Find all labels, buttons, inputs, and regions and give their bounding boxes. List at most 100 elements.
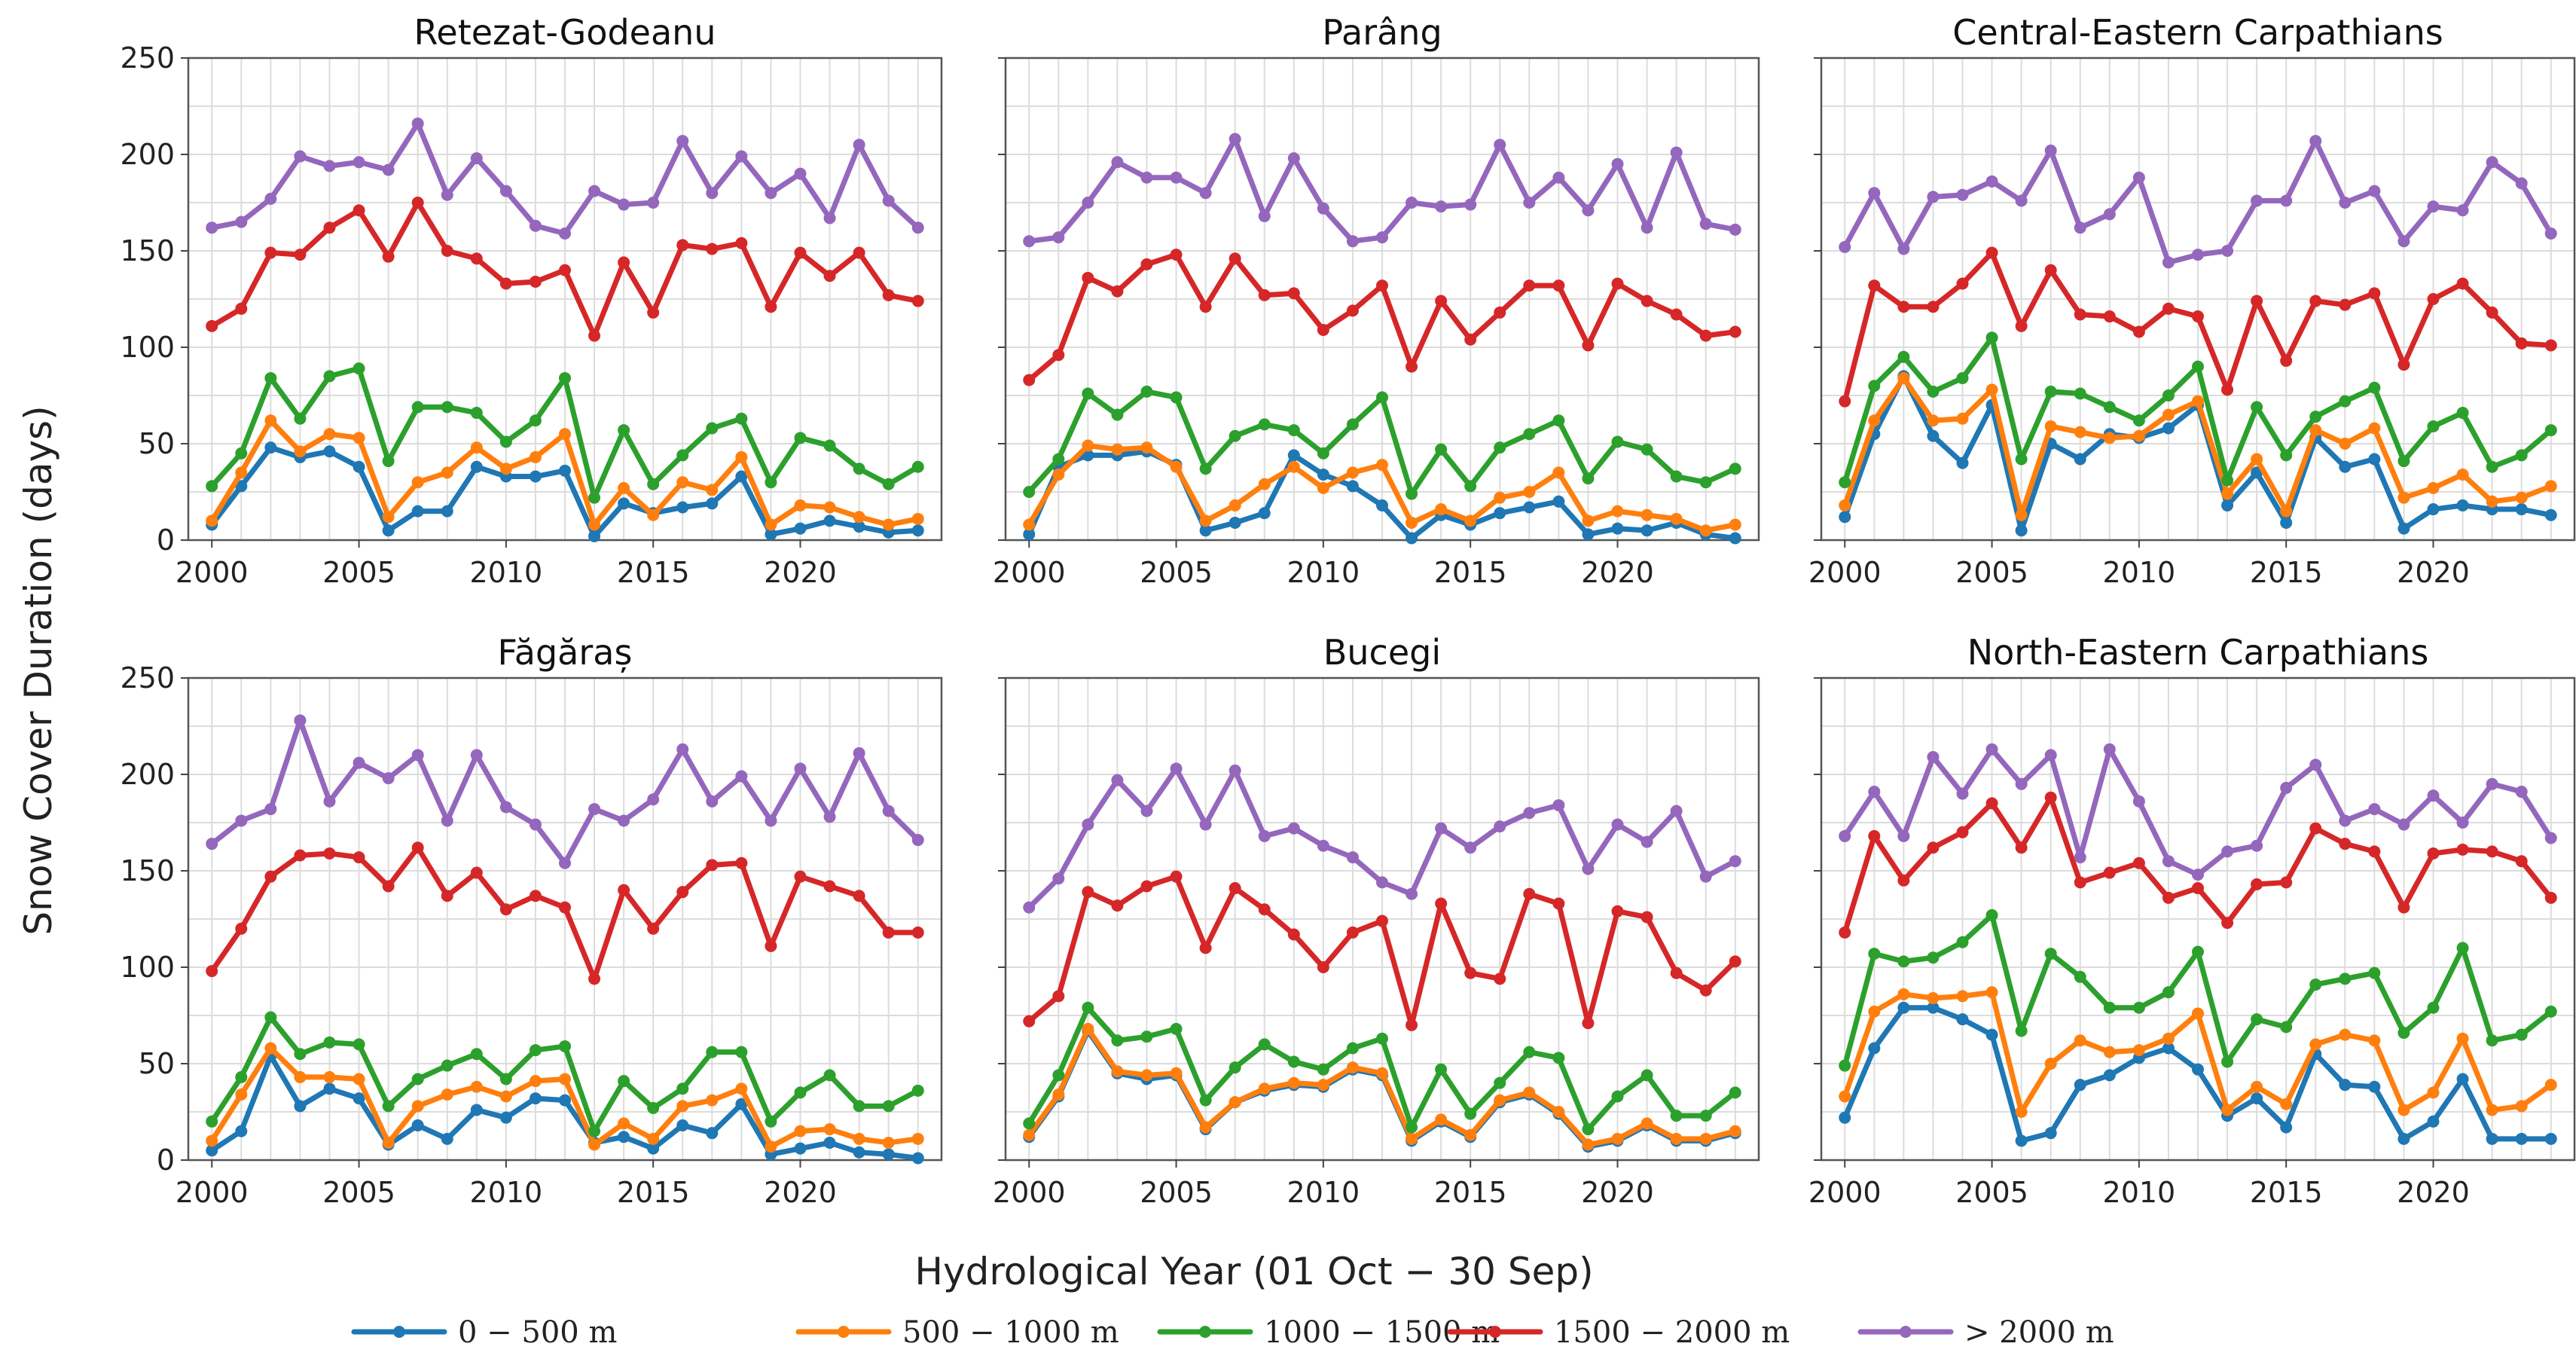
- data-point: [470, 1080, 483, 1093]
- data-point: [1868, 948, 1881, 960]
- data-point: [1228, 252, 1241, 265]
- data-point: [1140, 258, 1153, 270]
- data-point: [647, 478, 660, 490]
- data-point: [1494, 1076, 1506, 1089]
- data-point: [1406, 360, 1418, 373]
- data-point: [1494, 441, 1506, 454]
- series-above-2000-m: [1023, 133, 1741, 248]
- y-tick-label: 250: [120, 41, 175, 75]
- data-point: [2544, 1005, 2557, 1018]
- y-tick-label: 0: [157, 524, 175, 557]
- data-point: [1523, 197, 1536, 209]
- data-point: [911, 1152, 924, 1165]
- data-point: [1376, 915, 1388, 927]
- plot-frame: [187, 676, 943, 1162]
- data-point: [382, 163, 395, 176]
- data-point: [1023, 901, 1036, 914]
- data-point: [2309, 411, 2322, 423]
- x-tick-label: 2020: [2397, 1176, 2470, 1209]
- series-above-2000-m: [1839, 743, 2557, 881]
- data-point: [470, 441, 483, 454]
- data-point: [1582, 528, 1595, 541]
- data-point: [706, 1127, 719, 1140]
- data-point: [823, 1136, 836, 1149]
- data-point: [911, 834, 924, 847]
- series-1500-2000-m: [1023, 870, 1741, 1031]
- data-point: [676, 239, 689, 252]
- data-point: [2192, 869, 2204, 881]
- data-point: [323, 445, 336, 458]
- legend-marker: [1489, 1326, 1501, 1338]
- data-point: [1082, 1001, 1094, 1014]
- panel-title: Retezat-Godeanu: [414, 12, 716, 53]
- data-point: [2486, 845, 2498, 858]
- data-point: [2368, 803, 2381, 816]
- data-point: [2132, 414, 2145, 427]
- data-point: [2309, 759, 2322, 771]
- data-point: [706, 1046, 719, 1058]
- grid: [1821, 58, 2574, 540]
- data-point: [2397, 1132, 2410, 1145]
- data-point: [235, 1070, 248, 1083]
- data-point: [264, 246, 277, 259]
- data-point: [1897, 1001, 1910, 1014]
- data-point: [2544, 339, 2557, 352]
- data-point: [2486, 156, 2498, 169]
- data-point: [2486, 495, 2498, 508]
- series-above-2000-m: [206, 118, 924, 240]
- data-point: [2162, 408, 2175, 421]
- data-point: [1287, 449, 1300, 462]
- data-point: [411, 1073, 424, 1086]
- data-point: [1729, 223, 1741, 236]
- data-point: [1699, 984, 1712, 997]
- data-point: [382, 1136, 395, 1149]
- data-point: [2162, 1032, 2175, 1045]
- data-point: [1868, 279, 1881, 292]
- data-point: [1729, 855, 1741, 868]
- data-point: [2427, 1115, 2440, 1128]
- data-point: [1868, 380, 1881, 392]
- data-point: [294, 1100, 307, 1113]
- data-point: [529, 1075, 542, 1088]
- data-point: [1582, 472, 1595, 485]
- data-point: [1956, 936, 1969, 948]
- data-point: [882, 1136, 895, 1149]
- data-point: [1052, 231, 1065, 244]
- data-point: [353, 851, 365, 864]
- legend-item: > 2000 m: [1857, 1315, 2114, 1350]
- data-point: [2162, 1042, 2175, 1055]
- series-1500-2000-m: [206, 197, 924, 342]
- data-point: [2544, 480, 2557, 493]
- data-point: [588, 803, 601, 816]
- data-point: [1868, 1042, 1881, 1055]
- data-point: [2339, 1028, 2352, 1041]
- data-point: [1111, 408, 1124, 421]
- data-point: [235, 302, 248, 315]
- grid: [1821, 678, 2574, 1160]
- data-point: [853, 1146, 865, 1159]
- data-point: [1287, 822, 1300, 835]
- data-point: [588, 491, 601, 504]
- data-point: [1670, 470, 1683, 483]
- data-point: [2309, 135, 2322, 148]
- data-point: [1317, 839, 1329, 852]
- data-point: [1839, 829, 1851, 842]
- data-point: [411, 1119, 424, 1131]
- data-point: [1435, 897, 1448, 910]
- data-point: [1552, 897, 1565, 910]
- data-point: [1729, 955, 1741, 968]
- data-point: [2221, 499, 2234, 511]
- data-point: [1435, 295, 1448, 307]
- data-point: [1868, 1005, 1881, 1018]
- data-point: [2221, 845, 2234, 858]
- data-point: [264, 441, 277, 454]
- data-point: [1199, 524, 1212, 537]
- data-point: [206, 1115, 218, 1128]
- data-point: [2456, 843, 2469, 856]
- data-point: [411, 841, 424, 854]
- series-500-1000-m: [1839, 371, 2557, 521]
- data-point: [1868, 414, 1881, 427]
- data-point: [1140, 1069, 1153, 1082]
- data-point: [1228, 499, 1241, 511]
